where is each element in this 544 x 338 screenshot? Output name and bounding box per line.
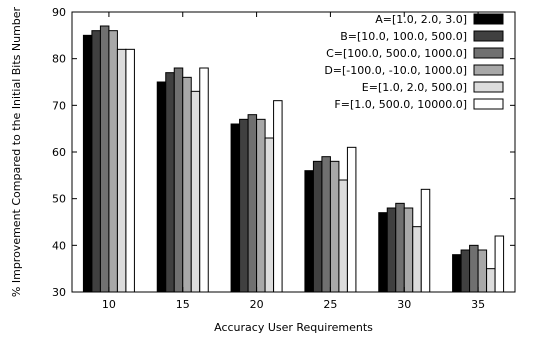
bar-b-20 [240, 119, 249, 292]
y-axis-title: % Improvement Compared to the Initial Bi… [10, 6, 23, 297]
bar-d-30 [404, 208, 413, 292]
bar-a-30 [379, 213, 388, 292]
bar-a-35 [453, 255, 462, 292]
bar-e-35 [487, 269, 496, 292]
legend-label-e: E=[1.0, 2.0, 500.0] [362, 81, 467, 94]
legend-swatch-a [474, 14, 503, 24]
bar-a-10 [83, 35, 92, 292]
bar-e-30 [413, 227, 422, 292]
y-tick-label: 70 [52, 99, 66, 112]
bar-a-20 [231, 124, 240, 292]
bar-f-20 [274, 101, 283, 292]
bar-b-15 [166, 73, 175, 292]
bar-b-25 [313, 161, 322, 292]
bar-d-15 [183, 77, 192, 292]
legend-swatch-f [474, 99, 503, 109]
x-tick-label: 25 [323, 298, 337, 311]
bar-a-25 [305, 171, 314, 292]
bar-f-10 [126, 49, 134, 292]
bar-d-35 [478, 250, 487, 292]
bar-e-15 [191, 91, 200, 292]
bar-e-25 [339, 180, 348, 292]
x-tick-label: 15 [176, 298, 190, 311]
bar-b-10 [92, 31, 101, 292]
y-tick-label: 50 [52, 193, 66, 206]
legend-label-a: A=[1.0, 2.0, 3.0] [375, 13, 467, 26]
legend-swatch-b [474, 31, 503, 41]
bar-c-15 [174, 68, 183, 292]
bar-e-10 [117, 49, 126, 292]
bar-c-25 [322, 157, 331, 292]
bar-d-10 [109, 31, 118, 292]
bar-c-10 [100, 26, 109, 292]
y-tick-label: 90 [52, 6, 66, 19]
y-tick-label: 30 [52, 286, 66, 299]
bar-f-35 [495, 236, 504, 292]
x-tick-label: 30 [397, 298, 411, 311]
y-tick-label: 40 [52, 239, 66, 252]
bar-c-30 [396, 203, 405, 292]
bar-e-20 [265, 138, 274, 292]
y-tick-label: 80 [52, 53, 66, 66]
legend-label-f: F=[1.0, 500.0, 10000.0] [334, 98, 467, 111]
bar-d-25 [330, 161, 339, 292]
bar-b-30 [387, 208, 396, 292]
bar-f-30 [421, 189, 430, 292]
legend: A=[1.0, 2.0, 3.0] B=[10.0, 100.0, 500.0] C… [324, 13, 503, 111]
bar-c-35 [470, 245, 479, 292]
x-tick-label: 10 [102, 298, 116, 311]
x-axis-title: Accuracy User Requirements [214, 321, 373, 334]
legend-label-c: C=[100.0, 500.0, 1000.0] [326, 47, 467, 60]
legend-label-d: D=[-100.0, -10.0, 1000.0] [324, 64, 467, 77]
legend-swatch-d [474, 65, 503, 75]
bar-f-15 [200, 68, 209, 292]
bar-b-35 [461, 250, 470, 292]
legend-label-b: B=[10.0, 100.0, 500.0] [340, 30, 467, 43]
y-tick-label: 60 [52, 146, 66, 159]
legend-swatch-e [474, 82, 503, 92]
bar-d-20 [257, 119, 266, 292]
bar-f-25 [347, 147, 356, 292]
x-tick-label: 35 [471, 298, 485, 311]
bar-c-20 [248, 115, 256, 292]
legend-swatch-c [474, 48, 503, 58]
bar-a-15 [157, 82, 166, 292]
x-tick-label: 20 [250, 298, 264, 311]
